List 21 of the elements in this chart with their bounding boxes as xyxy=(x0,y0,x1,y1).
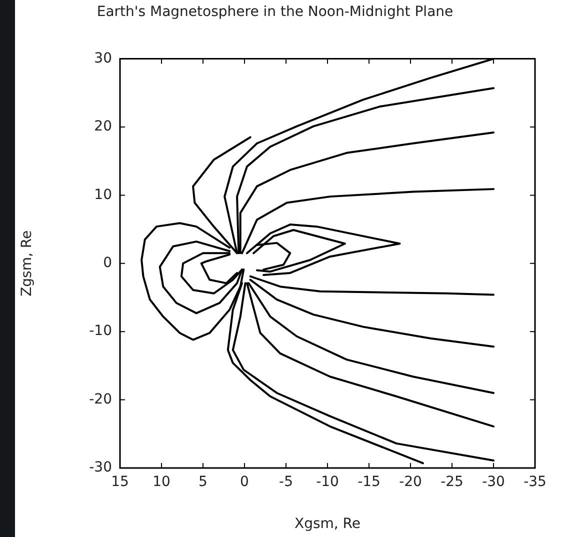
x-tick-label: 5 xyxy=(198,474,208,490)
y-tick-label: -20 xyxy=(89,391,112,408)
chart-title: Earth's Magnetosphere in the Noon-Midnight Plane xyxy=(96,4,454,20)
y-tick-label: -10 xyxy=(89,323,112,340)
x-tick-label: -35 xyxy=(524,474,546,490)
x-tick-label: -20 xyxy=(399,474,422,490)
x-tick-label: -15 xyxy=(358,474,380,490)
y-tick-label: -30 xyxy=(89,460,112,476)
x-tick-label: -25 xyxy=(440,474,464,490)
x-tick-label: -30 xyxy=(482,474,505,490)
y-tick-label: 0 xyxy=(103,255,112,272)
x-tick-label: -5 xyxy=(279,474,293,490)
x-tick-label: 10 xyxy=(152,474,170,490)
x-tick-label: 15 xyxy=(111,474,129,490)
y-tick-label: 20 xyxy=(94,118,112,135)
x-tick-label: -10 xyxy=(316,474,339,490)
y-tick-label: 10 xyxy=(94,186,112,203)
y-tick-label: 30 xyxy=(94,50,112,66)
x-tick-label: 0 xyxy=(240,474,249,490)
x-axis-title: Xgsm, Re xyxy=(294,516,361,532)
y-axis-title: Zgsm, Re xyxy=(19,230,36,296)
